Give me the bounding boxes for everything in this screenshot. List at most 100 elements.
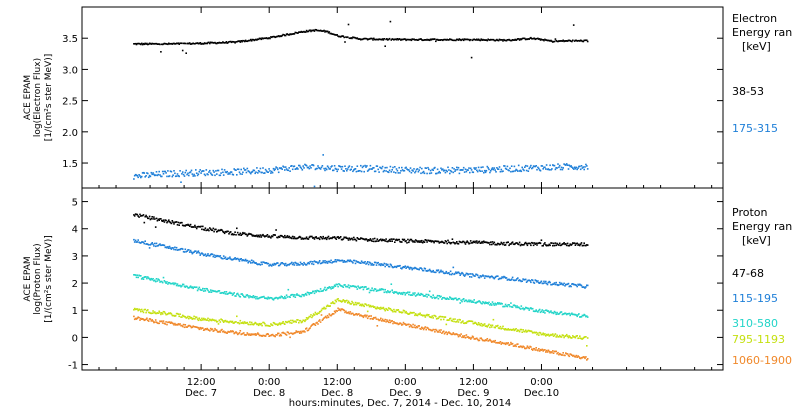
- data-point: [371, 287, 373, 289]
- data-point: [460, 169, 462, 171]
- data-point: [586, 316, 589, 318]
- data-point: [350, 168, 352, 171]
- data-point: [330, 288, 332, 290]
- data-point: [452, 332, 455, 334]
- data-point: [373, 317, 376, 319]
- data-point: [144, 319, 146, 321]
- data-point: [263, 235, 265, 237]
- data-point: [357, 261, 359, 263]
- data-point: [141, 241, 144, 243]
- data-point: [154, 43, 156, 45]
- data-point: [209, 289, 212, 291]
- data-point: [277, 235, 280, 238]
- data-point: [322, 318, 324, 320]
- data-point: [177, 221, 180, 224]
- data-point: [522, 329, 524, 331]
- data-point: [144, 276, 146, 278]
- data-point: [189, 317, 192, 319]
- data-point: [477, 241, 480, 243]
- data-point: [176, 324, 179, 326]
- data-point: [273, 322, 276, 324]
- data-point: [460, 333, 462, 335]
- data-point: [281, 296, 283, 298]
- data-point: [243, 40, 246, 43]
- data-point: [384, 240, 386, 242]
- data-point: [559, 283, 562, 286]
- data-point: [442, 241, 444, 243]
- data-point: [447, 298, 449, 300]
- data-point: [366, 240, 369, 242]
- data-point: [349, 259, 352, 261]
- data-point: [479, 324, 482, 327]
- data-point: [371, 37, 373, 40]
- data-point: [470, 320, 473, 322]
- data-point: [436, 317, 439, 320]
- data-point: [307, 329, 310, 331]
- data-point: [545, 164, 548, 166]
- data-point: [572, 313, 575, 316]
- data-point: [257, 170, 260, 172]
- data-point: [322, 260, 324, 262]
- data-point: [155, 278, 158, 280]
- data-point: [146, 42, 148, 45]
- data-point: [366, 165, 368, 167]
- data-point: [492, 242, 495, 245]
- data-point: [557, 40, 559, 43]
- data-point: [402, 266, 405, 268]
- data-point: [554, 242, 557, 244]
- data-point: [499, 341, 502, 343]
- data-point: [585, 39, 587, 41]
- data-point: [466, 320, 468, 323]
- data-point: [531, 279, 534, 282]
- data-point: [556, 352, 558, 355]
- data-point: [546, 283, 549, 286]
- data-point: [451, 238, 454, 240]
- data-point: [313, 185, 316, 188]
- data-point: [189, 249, 192, 252]
- data-point: [336, 298, 338, 301]
- data-point: [257, 172, 259, 174]
- data-point: [169, 322, 172, 324]
- data-point: [354, 301, 357, 304]
- data-point: [144, 240, 146, 242]
- data-point: [216, 290, 219, 293]
- data-point: [536, 349, 538, 351]
- data-point: [144, 176, 146, 178]
- data-point: [566, 335, 569, 338]
- data-point: [272, 234, 275, 236]
- data-point: [387, 240, 390, 242]
- data-point: [170, 42, 173, 45]
- data-point: [134, 173, 137, 176]
- data-point: [448, 331, 450, 333]
- data-point: [346, 237, 348, 239]
- data-point: [191, 286, 194, 288]
- data-point: [306, 238, 309, 240]
- data-point: [413, 293, 415, 296]
- data-point: [150, 277, 153, 280]
- data-point: [454, 297, 456, 300]
- data-point: [521, 166, 523, 169]
- data-point: [390, 264, 393, 266]
- data-point: [445, 240, 448, 243]
- data-point: [408, 170, 411, 173]
- data-point: [380, 306, 382, 309]
- data-point: [259, 167, 262, 170]
- data-point: [257, 263, 260, 265]
- data-point: [251, 296, 254, 299]
- data-point: [151, 312, 153, 314]
- data-point: [138, 308, 140, 311]
- data-point: [182, 250, 185, 253]
- data-point: [476, 39, 479, 41]
- data-point: [137, 276, 139, 279]
- data-point: [180, 316, 182, 318]
- data-point: [158, 219, 160, 221]
- data-point: [374, 240, 377, 243]
- data-point: [454, 318, 456, 320]
- data-point: [512, 170, 515, 173]
- data-point: [382, 288, 385, 291]
- data-point: [564, 285, 566, 287]
- data-point: [517, 329, 520, 332]
- data-point: [293, 33, 296, 35]
- data-point: [582, 356, 585, 358]
- data-point: [421, 327, 424, 329]
